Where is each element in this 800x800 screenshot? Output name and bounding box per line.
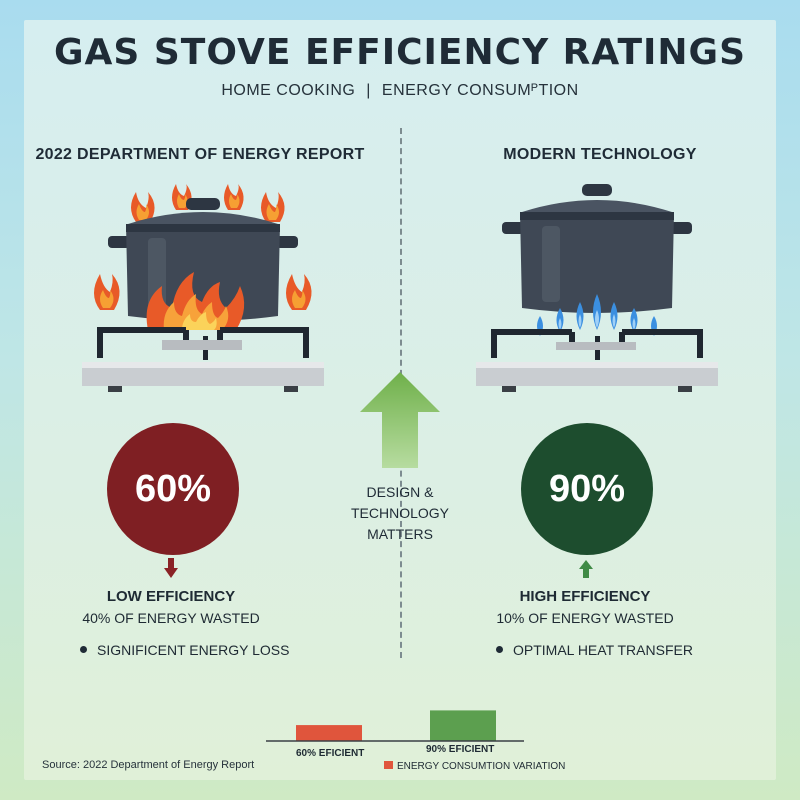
- legend-swatch: [384, 761, 393, 769]
- mini-efficiency-bar-chart: [266, 710, 524, 742]
- bullet-dot-icon: [496, 645, 503, 653]
- right-bullet-item: OPTIMAL HEAT TRANSFER: [496, 642, 693, 658]
- bullet-dot-icon: [80, 645, 87, 653]
- bar-90-efficient: [430, 710, 496, 741]
- green-up-arrow-icon: [360, 372, 440, 468]
- subtitle-home-cooking: HOME COOKING: [221, 82, 356, 99]
- center-message: DESIGN & TECHNOLOGY MATTERS: [330, 482, 470, 545]
- center-message-line-2: TECHNOLOGY: [350, 505, 449, 521]
- right-energy-wasted-label: 10% OF ENERGY WASTED: [496, 610, 674, 626]
- mini-chart-legend: ENERGY CONSUMTION VARIATION: [384, 761, 565, 772]
- right-column-heading: MODERN TECHNOLOGY: [503, 146, 697, 163]
- left-bullet-item: SIGNIFICENT ENERGY LOSS: [80, 642, 289, 658]
- legend-text: ENERGY CONSUMTION VARIATION: [397, 761, 566, 772]
- center-message-line-3: MATTERS: [367, 526, 433, 542]
- pot-with-orange-flames-illustration: [82, 184, 324, 392]
- subtitle-energy-consumption: ENERGY CONSUMᴾTION: [381, 82, 579, 99]
- bar-label-60: 60% EFICIENT: [296, 748, 365, 759]
- down-arrow-icon: [164, 558, 178, 578]
- subtitle-separator: |: [366, 82, 371, 99]
- left-efficiency-badge: 60%: [107, 423, 239, 555]
- center-message-line-1: DESIGN &: [366, 484, 434, 500]
- page-subtitle: HOME COOKING | ENERGY CONSUMᴾTION: [0, 82, 800, 100]
- bar-label-90: 90% EFICIENT: [426, 744, 495, 755]
- page-title: GAS STOVE EFFICIENCY RATINGS: [53, 32, 747, 73]
- up-arrow-icon: [579, 560, 593, 578]
- left-bullet-text: SIGNIFICENT ENERGY LOSS: [97, 642, 290, 658]
- left-column-heading: 2022 DEPARTMENT OF ENERGY REPORT: [35, 146, 365, 163]
- left-energy-wasted-label: 40% OF ENERGY WASTED: [82, 610, 260, 626]
- high-efficiency-label: HIGH EFFICIENCY: [519, 588, 651, 605]
- right-bullet-text: OPTIMAL HEAT TRANSFER: [513, 642, 693, 658]
- right-efficiency-badge: 90%: [521, 423, 653, 555]
- pot-with-blue-flames-illustration: [476, 184, 718, 392]
- source-citation: Source: 2022 Department of Energy Report: [42, 759, 255, 771]
- low-efficiency-label: LOW EFFICIENCY: [106, 588, 236, 605]
- bar-60-efficient: [296, 725, 362, 741]
